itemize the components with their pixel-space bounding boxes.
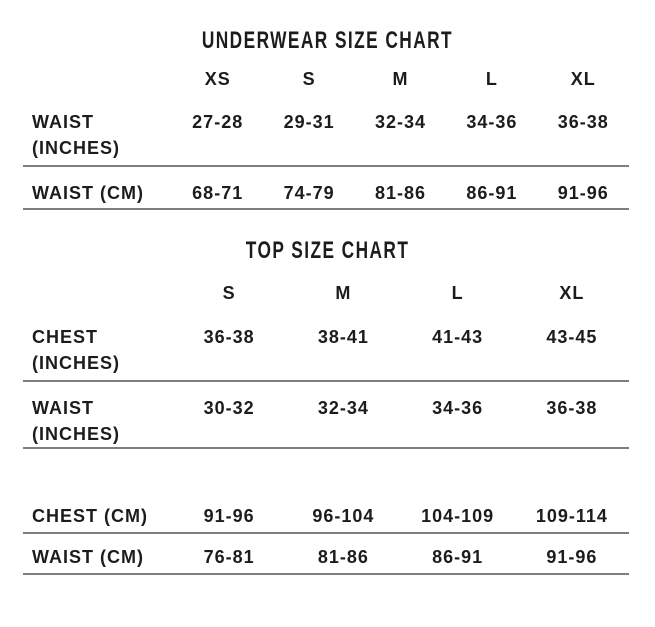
size-value: 91-96	[546, 547, 598, 567]
size-value: 32-34	[317, 398, 369, 418]
size-value: 68-71	[192, 183, 244, 203]
measurement-row: WAIST (INCHES) 30-32 32-34 34-36 36-38	[23, 381, 629, 448]
size-header-row: XS S M L XL	[23, 70, 629, 88]
size-header-row: S M L XL	[23, 284, 629, 302]
size-value: 30-32	[203, 398, 255, 418]
top-chart-title-text: TOP SIZE CHART	[245, 237, 410, 264]
underwear-chart-table: XS S M L XL WAIST (INCHES) 27-28 29-31 3…	[23, 70, 629, 210]
row-label: WAIST (CM)	[32, 547, 144, 567]
top-chart-table: S M L XL CHEST (INCHES) 36-38 38-41 41-4…	[23, 284, 629, 575]
measurement-row: CHEST (INCHES) 36-38 38-41 41-43 43-45	[23, 302, 629, 381]
underwear-chart-section: UNDERWEAR SIZE CHART XS S M L XL WAIST (…	[0, 28, 655, 210]
size-value: 86-91	[432, 547, 484, 567]
measurement-row: WAIST (INCHES) 27-28 29-31 32-34 34-36 3…	[23, 88, 629, 166]
size-header-cell: XL	[570, 69, 596, 89]
row-label: CHEST (CM)	[32, 506, 148, 526]
underwear-chart-title: UNDERWEAR SIZE CHART	[0, 28, 655, 54]
size-value: 43-45	[546, 327, 598, 347]
row-label: WAIST (INCHES)	[32, 398, 120, 444]
size-value: 34-36	[432, 398, 484, 418]
size-header-cell: XL	[559, 283, 585, 303]
size-header-cell: L	[485, 69, 498, 89]
size-value: 104-109	[421, 506, 495, 526]
size-header-cell: M	[392, 69, 409, 89]
size-value: 74-79	[283, 183, 335, 203]
top-chart-title: TOP SIZE CHART	[0, 238, 655, 264]
spacer-cell	[23, 448, 629, 501]
size-header-cell: S	[302, 69, 316, 89]
size-value: 36-38	[557, 112, 609, 132]
size-value: 34-36	[466, 112, 518, 132]
header-empty-cell	[23, 70, 172, 88]
measurement-row: CHEST (CM) 91-96 96-104 104-109 109-114	[23, 501, 629, 533]
row-label: WAIST (CM)	[32, 183, 144, 203]
size-value: 76-81	[203, 547, 255, 567]
size-chart-page: UNDERWEAR SIZE CHART XS S M L XL WAIST (…	[0, 28, 655, 575]
size-header-cell: M	[335, 283, 352, 303]
size-value: 81-86	[317, 547, 369, 567]
underwear-chart-title-text: UNDERWEAR SIZE CHART	[201, 27, 454, 54]
measurement-row: WAIST (CM) 76-81 81-86 86-91 91-96	[23, 533, 629, 574]
size-value: 29-31	[283, 112, 335, 132]
top-chart-section: TOP SIZE CHART S M L XL CHEST (INCHES) 3…	[0, 238, 655, 575]
size-value: 86-91	[466, 183, 518, 203]
size-value: 91-96	[203, 506, 255, 526]
size-value: 81-86	[374, 183, 426, 203]
header-empty-cell	[23, 284, 172, 302]
row-label: WAIST (INCHES)	[32, 112, 120, 158]
measurement-row: WAIST (CM) 68-71 74-79 81-86 86-91 91-96	[23, 166, 629, 209]
size-value: 91-96	[557, 183, 609, 203]
size-value: 41-43	[432, 327, 484, 347]
size-value: 38-41	[317, 327, 369, 347]
spacer-row	[23, 448, 629, 501]
size-header-cell: S	[222, 283, 236, 303]
size-value: 96-104	[312, 506, 375, 526]
size-value: 32-34	[374, 112, 426, 132]
size-header-cell: XS	[204, 69, 231, 89]
size-header-cell: L	[451, 283, 464, 303]
size-value: 36-38	[203, 327, 255, 347]
row-label: CHEST (INCHES)	[32, 327, 120, 373]
size-value: 27-28	[192, 112, 244, 132]
size-value: 36-38	[546, 398, 598, 418]
size-value: 109-114	[535, 506, 608, 526]
